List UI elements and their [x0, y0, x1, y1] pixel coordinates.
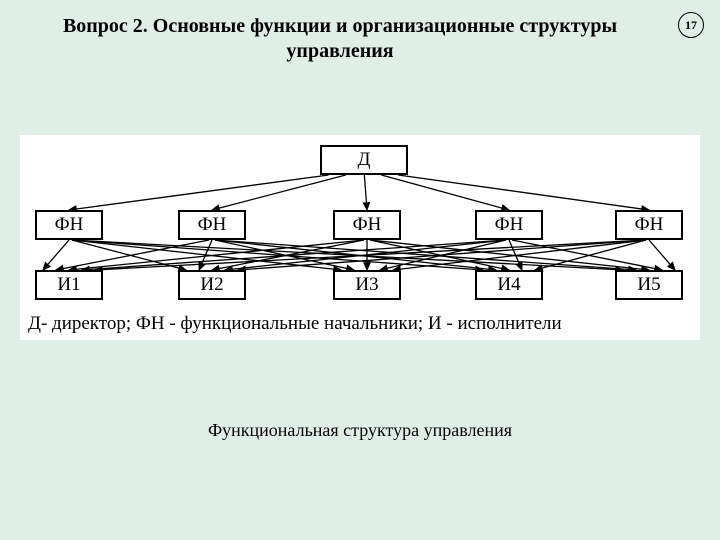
diagram-container: Д ФН ФН ФН ФН ФН И1 И2 И3 И4 И5 Д- директор; ФН - ф…	[20, 135, 700, 340]
slide-title: Вопрос 2. Основные функции и организацио…	[60, 14, 620, 64]
diagram-caption: Функциональная структура управления	[0, 420, 720, 441]
diagram-legend: Д- директор; ФН - функциональные начальн…	[28, 313, 562, 335]
node-i4: И4	[475, 270, 543, 300]
node-f3: ФН	[333, 210, 401, 240]
slide: Вопрос 2. Основные функции и организацио…	[0, 0, 720, 540]
node-f2: ФН	[178, 210, 246, 240]
node-i5: И5	[615, 270, 683, 300]
node-d: Д	[320, 145, 408, 175]
page-number-badge: 17	[678, 12, 704, 38]
node-i3: И3	[333, 270, 401, 300]
node-f4: ФН	[475, 210, 543, 240]
node-i1: И1	[35, 270, 103, 300]
node-f5: ФН	[615, 210, 683, 240]
node-i2: И2	[178, 270, 246, 300]
org-chart: Д ФН ФН ФН ФН ФН И1 И2 И3 И4 И5 Д- директор; ФН - ф…	[20, 135, 700, 340]
node-f1: ФН	[35, 210, 103, 240]
